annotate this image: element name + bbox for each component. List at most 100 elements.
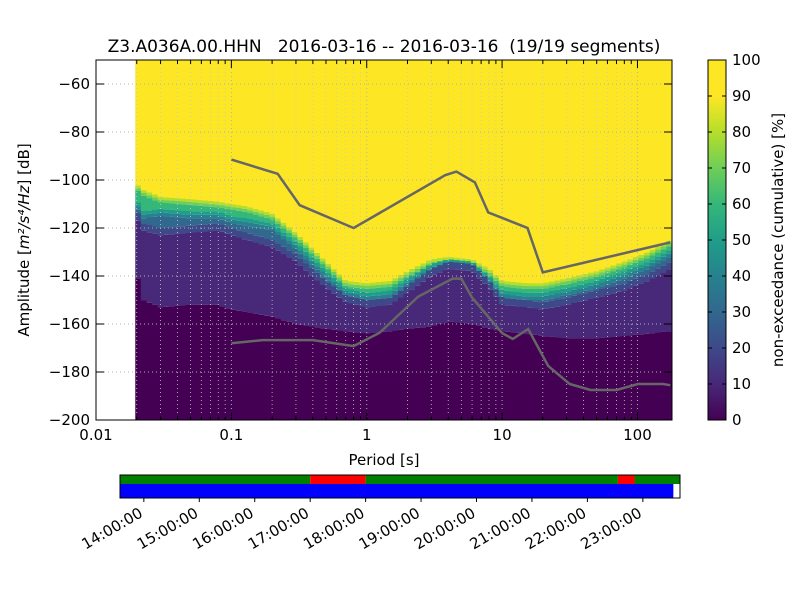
heatmap-cell [214,218,220,223]
heatmap-cell [281,236,287,240]
heatmap-cell [387,287,393,291]
heatmap-cell [197,206,203,211]
heatmap-cell [359,333,365,420]
timeline-top-segment [120,475,310,484]
heatmap-cell [314,253,320,256]
heatmap-cell [359,306,365,333]
heatmap-cell [258,228,264,237]
heatmap-cell [543,299,549,301]
y-tick-label: −140 [49,267,90,285]
heatmap-cell [560,298,566,305]
heatmap-cell [527,301,533,308]
heatmap-cell [571,60,577,277]
timeline-tick-label: 18:00:00 [300,504,367,553]
heatmap-cell [359,295,365,299]
heatmap-cell [476,60,482,263]
heatmap-cell [281,232,287,236]
heatmap-cell [555,337,561,420]
heatmap-cell [253,215,259,220]
heatmap-cell [169,234,175,306]
heatmap-cell [482,272,488,276]
heatmap-cell [655,268,661,275]
heatmap-cell [225,222,231,227]
heatmap-cell [616,280,622,284]
heatmap-cell [309,275,315,326]
heatmap-cell [616,266,622,269]
heatmap-cell [398,287,404,291]
timeline-axis: 14:00:0015:00:0016:00:0017:00:0018:00:00… [78,498,644,553]
heatmap-cell [443,257,449,260]
heatmap-cell [146,303,152,420]
heatmap-cell [420,282,426,328]
heatmap-cell [225,227,231,234]
heatmap-cell [588,282,594,286]
heatmap-cell [191,199,197,202]
heatmap-cell [253,235,259,242]
heatmap-cell [286,322,292,420]
heatmap-cell [325,60,331,264]
heatmap-cell [275,235,281,243]
heatmap-cell [521,296,527,300]
heatmap-cell [420,269,426,273]
heatmap-cell [532,289,538,293]
heatmap-cell [186,226,192,233]
heatmap-cell [275,224,281,228]
heatmap-cell [465,60,471,259]
heatmap-cell [320,261,326,264]
heatmap-cell [342,287,348,291]
heatmap-cell [286,257,292,321]
heatmap-cell [353,288,359,291]
heatmap-cell [219,220,225,225]
heatmap-cell [163,213,169,217]
heatmap-cell [638,276,644,283]
heatmap-cell [337,275,343,278]
heatmap-cell [655,60,661,247]
heatmap-cell [197,232,203,305]
heatmap-cell [376,288,382,292]
heatmap-cell [504,298,510,305]
heatmap-cell [208,201,214,204]
heatmap-cell [320,278,326,285]
heatmap-cell [387,284,393,287]
heatmap-cell [353,305,359,333]
heatmap-cell [611,337,617,420]
heatmap-cell [415,60,421,266]
heatmap-cell [376,299,382,306]
heatmap-cell [247,210,253,213]
heatmap-cell [281,223,287,226]
heatmap-cell [197,225,203,232]
heatmap-cell [214,223,220,230]
colorbar-tick-label: 50 [732,231,751,249]
heatmap-cell [515,306,521,332]
heatmap-cell [404,279,410,283]
heatmap-cell [269,240,275,247]
heatmap-cell [409,279,415,283]
heatmap-cell [292,245,298,249]
heatmap-cell [432,259,438,262]
heatmap-cell [504,284,510,287]
heatmap-cell [465,264,471,271]
heatmap-cell [387,294,393,298]
heatmap-cell [241,218,247,222]
heatmap-cell [331,60,337,269]
heatmap-cell [337,298,343,331]
heatmap-cell [247,226,253,233]
heatmap-cell [208,231,214,305]
heatmap-cell [549,298,555,300]
heatmap-cell [258,213,264,216]
heatmap-cell [599,286,605,289]
heatmap-cell [303,263,309,270]
heatmap-cell [622,267,628,271]
heatmap-cell [135,206,141,210]
timeline-top-segment [366,475,618,484]
heatmap-cell [515,296,521,300]
heatmap-cell [303,60,309,242]
heatmap-cell [297,258,303,265]
heatmap-cell [560,306,566,338]
heatmap-cell [532,301,538,308]
heatmap-cell [141,190,147,193]
heatmap-cell [644,334,650,420]
heatmap-cell [493,281,499,284]
heatmap-cell [135,220,141,278]
heatmap-cell [146,232,152,303]
